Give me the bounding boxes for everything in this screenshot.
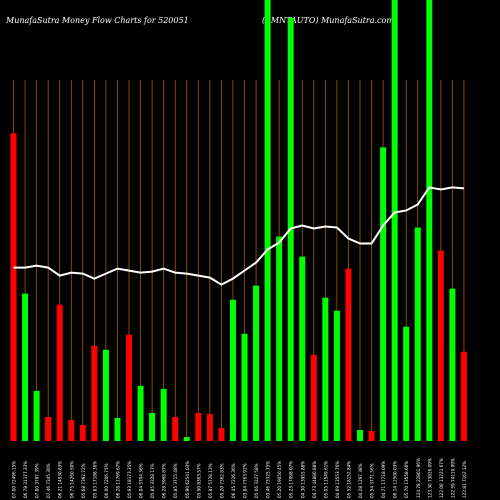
bar-red bbox=[56, 304, 63, 441]
x-tick-label: 124.78 22801.96% bbox=[416, 458, 421, 498]
x-tick-label: 05.05 11549.61% bbox=[323, 461, 328, 498]
chart-title-left: MunafaSutra Money Flow Charts for 520051 bbox=[6, 16, 189, 25]
bar-green bbox=[137, 385, 144, 441]
bar-red bbox=[368, 430, 375, 441]
bar-green bbox=[114, 417, 121, 441]
bar-green bbox=[229, 299, 236, 441]
bar-red bbox=[79, 424, 86, 441]
x-tick-label: 123.30 73826.09% bbox=[427, 458, 432, 498]
money-flow-line bbox=[13, 186, 465, 286]
x-tick-label: 06.00 7206.75% bbox=[104, 463, 109, 498]
x-tick-label: 06.78 21177.33% bbox=[23, 461, 28, 498]
x-tick-label: 05.20 19050.45% bbox=[277, 461, 282, 498]
x-tick-label: 05.52 18152.84% bbox=[346, 461, 351, 498]
bar-green bbox=[102, 349, 109, 441]
x-tick-label: 06.75 14260.50% bbox=[69, 461, 74, 498]
x-tick-label: 05.68 7392.72% bbox=[81, 463, 86, 498]
bar-green bbox=[322, 297, 329, 441]
x-tick-label: 05.85 3328.17% bbox=[150, 463, 155, 498]
x-tick-label: 05.23 17098.07% bbox=[289, 461, 294, 498]
x-tick-label: 05.83 17188.36% bbox=[92, 461, 97, 498]
bar-red bbox=[45, 416, 52, 441]
x-tick-label: 07.80 3787.39% bbox=[35, 463, 40, 498]
x-tick-label: 07.46 7345.30% bbox=[46, 463, 51, 498]
bar-red bbox=[437, 250, 444, 441]
bar-red bbox=[126, 334, 132, 441]
bar-green bbox=[264, 0, 271, 441]
x-tick-labels: 07.00 72496.15% 06.78 21177.33% 07.80 3787… bbox=[12, 458, 467, 498]
x-tick-label: 06.28 11769.67% bbox=[115, 461, 120, 498]
x-tick-label: 04.28 1297.38% bbox=[358, 463, 363, 498]
x-tick-label: 03.84 7763.92% bbox=[243, 463, 248, 498]
bar-green bbox=[149, 412, 156, 441]
bar-green bbox=[426, 0, 433, 441]
x-tick-label: 122.81 7162.12% bbox=[462, 461, 467, 498]
x-tick-label: 04.30 13955.88% bbox=[300, 461, 305, 498]
bar-green bbox=[357, 429, 363, 441]
x-tick-label: 06.14 12500.03% bbox=[393, 461, 398, 498]
bar-red bbox=[310, 354, 317, 441]
bar-red bbox=[68, 419, 75, 441]
bar-red bbox=[345, 268, 352, 441]
chart-title-right: (AMNTAUTO) MunafaSutra.com bbox=[262, 16, 394, 25]
x-tick-label: 06.21 14530.83% bbox=[58, 461, 63, 498]
x-tick-label: 05.85 3715.48% bbox=[173, 463, 178, 498]
x-tick-label: 05.66 3227.58% bbox=[254, 463, 259, 498]
x-tick-label: 05.70 13558.60% bbox=[404, 461, 409, 498]
bar-green bbox=[22, 293, 29, 441]
bar-green bbox=[183, 436, 190, 441]
chart-title: MunafaSutra Money Flow Charts for 520051… bbox=[0, 0, 500, 40]
x-tick-label: 122.00 13221.67% bbox=[439, 458, 444, 498]
bar-green bbox=[391, 0, 398, 441]
bar-green bbox=[33, 390, 40, 441]
x-tick-label: 05.90 8363.57% bbox=[196, 463, 201, 498]
x-tick-label: 06.28 5968.87% bbox=[162, 463, 167, 498]
x-tick-label: 04.69 13553.76% bbox=[335, 461, 340, 498]
bar-green bbox=[380, 147, 387, 441]
x-tick-label: 05.93 18173.35% bbox=[127, 461, 132, 498]
x-tick-label: 04.73 44880.88% bbox=[312, 461, 317, 498]
x-tick-label: 06.45 7226.36% bbox=[231, 463, 236, 498]
x-tick-label: 06.04 5704.36% bbox=[139, 463, 144, 498]
bar-green bbox=[333, 310, 340, 441]
bar-red bbox=[91, 345, 98, 441]
x-tick-label: 07.00 72496.15% bbox=[12, 461, 17, 498]
x-tick-label: 122.59 74119.99% bbox=[450, 458, 455, 498]
x-tick-label: 04.71 17718.09% bbox=[381, 461, 386, 498]
bar-red bbox=[172, 416, 179, 441]
x-tick-label: 05.54 3771.56% bbox=[370, 463, 375, 498]
bar-green bbox=[449, 288, 456, 441]
x-tick-label: 05.87 5728.13% bbox=[208, 463, 213, 498]
bars bbox=[10, 0, 467, 442]
bar-red bbox=[10, 133, 17, 441]
bar-green bbox=[403, 326, 410, 441]
bar-red bbox=[195, 412, 202, 441]
x-tick-label: 03.46 73325.75% bbox=[266, 461, 271, 498]
x-tick-label: 05.20 7362.83% bbox=[219, 463, 224, 498]
bar-green bbox=[160, 388, 167, 441]
x-tick-label: 05.90 62541.03% bbox=[185, 461, 190, 498]
bar-green bbox=[253, 285, 260, 441]
bar-green bbox=[276, 236, 283, 441]
bar-red bbox=[206, 413, 213, 441]
bar-green bbox=[299, 256, 306, 441]
bar-red bbox=[218, 427, 225, 441]
bar-red bbox=[460, 351, 467, 441]
bar-green bbox=[241, 333, 248, 441]
bar-green bbox=[414, 227, 421, 441]
